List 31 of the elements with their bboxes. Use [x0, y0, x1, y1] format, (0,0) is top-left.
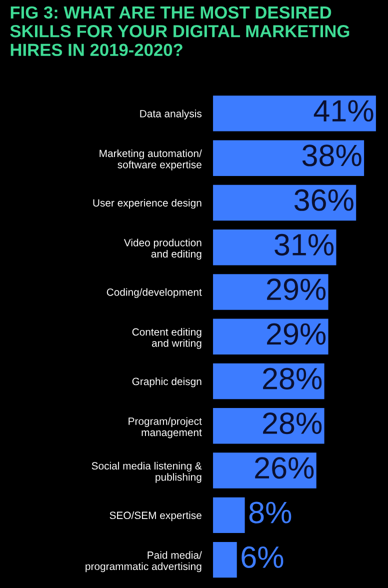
y-tick-label: Video production and editing — [124, 238, 202, 260]
bar — [213, 140, 364, 176]
data-label: 28% — [263, 412, 322, 434]
y-tick-label: Data analysis — [140, 110, 202, 120]
y-tick-label: Program/project management — [128, 417, 202, 438]
data-label: 31% — [274, 234, 334, 256]
y-tick-label: SEO/SEM expertise — [110, 511, 202, 522]
data-label: 29% — [267, 278, 326, 300]
y-tick-label: Marketing automation/ software expertise — [100, 149, 202, 170]
y-tick-label: Coding/development — [106, 288, 202, 298]
chart-title: FIG 3: WHAT ARE THE MOST DESIRED SKILLS FOR YOUR DIGITAL MARKETING HIRES IN 2019-2020? — [10, 6, 350, 56]
data-label: 38% — [302, 144, 362, 166]
data-label: 29% — [267, 323, 326, 345]
y-tick-label: Social media listening & publishing — [92, 462, 202, 483]
data-label: 36% — [294, 189, 354, 211]
data-label: 28% — [263, 368, 322, 390]
bar — [213, 408, 324, 444]
y-tick-label: Content editing and writing — [132, 328, 202, 349]
data-label: 26% — [255, 457, 314, 479]
bar — [213, 96, 376, 132]
bar — [213, 542, 237, 578]
y-tick-label: Paid media/ programmatic advertising — [86, 551, 202, 572]
bar — [213, 274, 328, 310]
data-label: 8% — [249, 502, 292, 524]
bar — [213, 184, 356, 221]
bar — [213, 230, 336, 266]
data-label: 6% — [242, 546, 284, 568]
bar — [213, 497, 245, 534]
y-tick-label: Graphic deisgn — [132, 377, 202, 388]
data-label: 41% — [314, 100, 374, 122]
y-tick-label: User experience design — [93, 198, 202, 209]
